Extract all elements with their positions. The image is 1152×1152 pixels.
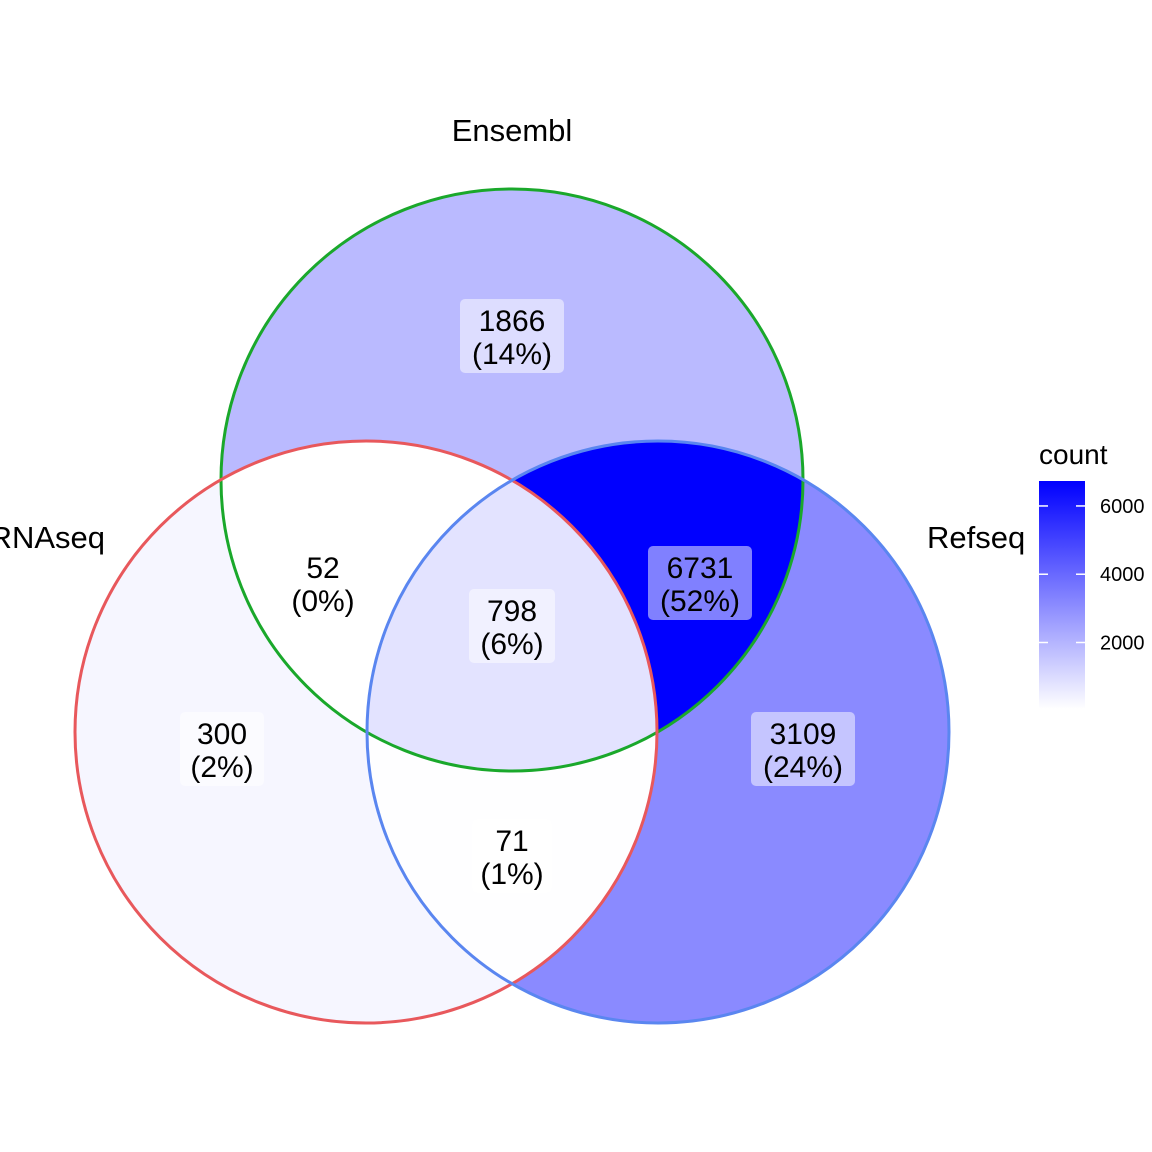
region-label-all-three: 798 (6%) <box>469 589 555 663</box>
region-count: 6731 <box>667 552 734 585</box>
region-label-rnaseq-only: 300 (2%) <box>180 712 264 786</box>
region-percent: (1%) <box>480 858 543 891</box>
region-label-rnaseq-refseq: 71 (1%) <box>472 819 552 893</box>
legend-tick-label: 6000 <box>1100 496 1145 518</box>
region-count: 3109 <box>770 718 837 751</box>
region-count: 300 <box>197 718 247 751</box>
region-label-ensembl-only: 1866 (14%) <box>460 299 564 373</box>
legend-title: count <box>1039 439 1108 470</box>
rnaseq-circle <box>73 439 659 1025</box>
color-legend: count 6000 4000 2000 <box>1030 439 1152 730</box>
set-label-ensembl: Ensembl <box>452 113 573 148</box>
region-percent: (0%) <box>291 585 354 618</box>
set-label-rnaseq: RNAseq <box>0 520 105 555</box>
region-percent: (6%) <box>480 628 543 661</box>
set-label-refseq: Refseq <box>927 520 1025 555</box>
region-label-rnaseq-ensembl: 52 (0%) <box>283 546 363 620</box>
region-label-refseq-only: 3109 (24%) <box>751 712 855 786</box>
refseq-circle <box>365 439 951 1025</box>
legend-colorbar <box>1039 481 1085 709</box>
region-count: 1866 <box>479 305 546 338</box>
legend-tick-label: 2000 <box>1100 633 1145 655</box>
region-percent: (14%) <box>472 338 552 371</box>
region-count: 798 <box>487 595 537 628</box>
legend-ticks: 6000 4000 2000 <box>1039 496 1145 655</box>
region-percent: (24%) <box>763 751 843 784</box>
legend-tick-label: 4000 <box>1100 564 1145 586</box>
region-percent: (52%) <box>660 585 740 618</box>
region-label-ensembl-refseq: 6731 (52%) <box>648 546 752 620</box>
region-count: 52 <box>306 552 339 585</box>
region-count: 71 <box>495 825 528 858</box>
region-percent: (2%) <box>190 751 253 784</box>
